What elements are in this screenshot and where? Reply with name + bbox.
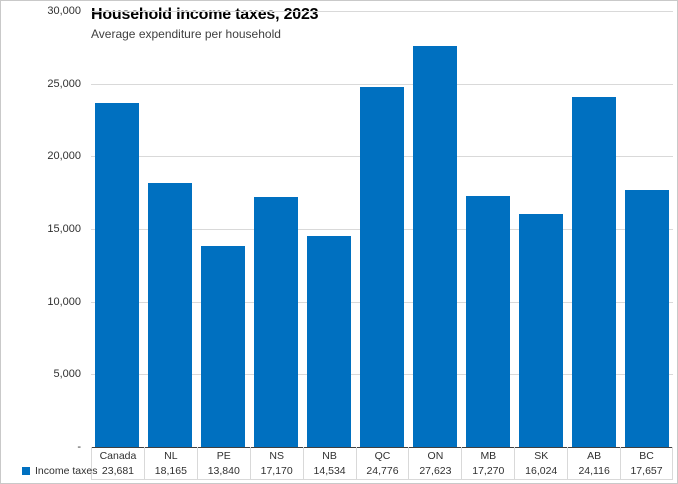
y-axis-tick-label: 15,000 (47, 223, 81, 235)
value-label: 13,840 (196, 464, 250, 480)
bar-canada (95, 102, 140, 447)
value-label: 17,657 (620, 464, 673, 480)
value-label: 18,165 (143, 464, 197, 480)
y-axis-tick-label: 30,000 (47, 5, 81, 17)
legend: Income taxes (22, 463, 97, 479)
bar-column-pe (197, 11, 250, 447)
bar-ab (571, 96, 616, 447)
chart-subtitle: Average expenditure per household (91, 27, 281, 41)
value-label: 23,681 (91, 464, 144, 480)
chart-title: Household income taxes, 2023 (91, 6, 319, 23)
bar-column-nl (144, 11, 197, 447)
bar-column-canada (91, 11, 144, 447)
category-row: Canada NL PE NS NB QC ON MB SK AB BC (91, 447, 673, 464)
category-label: NB (302, 447, 356, 464)
value-label: 14,534 (302, 464, 356, 480)
category-label: SK (514, 447, 567, 464)
y-axis-tick-label: 5,000 (53, 368, 81, 381)
bar-column-mb (461, 11, 514, 447)
category-label: MB (461, 447, 514, 464)
bar-column-qc (356, 11, 409, 447)
bar-mb (465, 196, 510, 447)
bar-nb (307, 235, 352, 447)
category-label: PE (196, 447, 250, 464)
bar-ns (254, 197, 299, 447)
y-axis-tick-label: 20,000 (47, 150, 81, 163)
value-label: 16,024 (514, 464, 567, 480)
bar-on (412, 45, 457, 447)
bar-pe (201, 245, 246, 447)
data-table: Canada NL PE NS NB QC ON MB SK AB BC 23,681 18,165 1… (91, 447, 673, 480)
y-axis-labels: 30,000 25,000 20,000 15,000 10,000 5,000 - (1, 5, 83, 453)
category-label: AB (567, 447, 620, 464)
plot-area (91, 11, 673, 448)
bar-sk (518, 214, 563, 447)
bar-column-nb (303, 11, 356, 447)
category-label: NL (143, 447, 197, 464)
bar-column-bc (620, 11, 673, 447)
value-label: 27,623 (408, 464, 461, 480)
y-axis-tick-label: 10,000 (47, 295, 81, 308)
bar-bc (624, 190, 669, 447)
bar-nl (148, 183, 193, 447)
y-axis-tick-label: 25,000 (47, 77, 81, 90)
bar-column-ns (250, 11, 303, 447)
gridline (91, 11, 673, 12)
category-label: QC (355, 447, 409, 464)
legend-label: Income taxes (35, 465, 98, 477)
value-row: 23,681 18,165 13,840 17,170 14,534 24,776 27,6… (91, 464, 673, 480)
category-label: Canada (91, 447, 144, 464)
y-axis-tick-label: - (77, 441, 81, 453)
bar-qc (359, 86, 404, 447)
value-label: 17,270 (461, 464, 514, 480)
x-axis-line (91, 447, 673, 448)
value-label: 24,776 (355, 464, 409, 480)
value-label: 24,116 (567, 464, 620, 480)
bar-series (91, 11, 673, 447)
value-label: 17,170 (249, 464, 303, 480)
gridline (91, 83, 673, 85)
bar-column-ab (567, 11, 620, 447)
category-label: BC (620, 447, 673, 464)
bar-column-on (408, 11, 461, 447)
legend-swatch-icon (22, 467, 30, 475)
bar-column-sk (514, 11, 567, 447)
category-label: ON (408, 447, 461, 464)
category-label: NS (249, 447, 303, 464)
